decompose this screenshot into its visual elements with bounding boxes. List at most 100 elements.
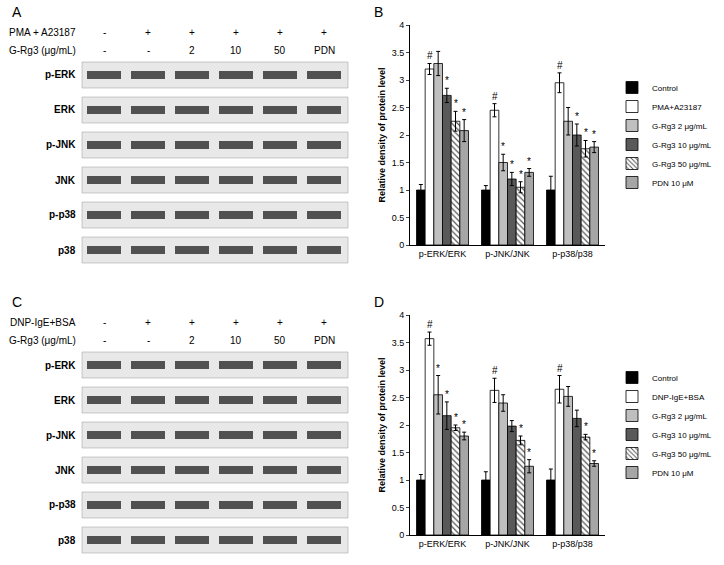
svg-text:+: + bbox=[189, 317, 195, 328]
svg-text:PDN: PDN bbox=[314, 335, 335, 346]
svg-text:G-Rg3 2 μg/mL: G-Rg3 2 μg/mL bbox=[652, 412, 707, 421]
svg-text:+: + bbox=[321, 317, 327, 328]
svg-text:+: + bbox=[145, 27, 151, 38]
svg-text:p-ERK: p-ERK bbox=[45, 69, 76, 80]
svg-text:-: - bbox=[103, 335, 106, 346]
svg-text:*: * bbox=[510, 159, 514, 170]
svg-text:+: + bbox=[277, 317, 283, 328]
svg-text:#: # bbox=[557, 60, 563, 71]
svg-text:p38: p38 bbox=[58, 535, 76, 546]
svg-text:2: 2 bbox=[399, 420, 404, 430]
svg-text:3: 3 bbox=[399, 75, 404, 85]
svg-text:-: - bbox=[103, 27, 106, 38]
svg-text:PMA+A23187: PMA+A23187 bbox=[652, 103, 702, 112]
svg-text:G-Rg3 10 μg/mL: G-Rg3 10 μg/mL bbox=[652, 141, 712, 150]
svg-text:3.5: 3.5 bbox=[392, 338, 405, 348]
svg-text:*: * bbox=[436, 363, 440, 374]
svg-text:A: A bbox=[12, 4, 22, 20]
svg-text:*: * bbox=[592, 448, 596, 459]
svg-text:#: # bbox=[557, 363, 563, 374]
svg-text:1.5: 1.5 bbox=[392, 448, 405, 458]
svg-text:*: * bbox=[462, 419, 466, 430]
svg-text:p-ERK/ERK: p-ERK/ERK bbox=[419, 249, 467, 259]
svg-text:*: * bbox=[584, 421, 588, 432]
svg-text:*: * bbox=[501, 141, 505, 152]
svg-text:*: * bbox=[527, 447, 531, 458]
svg-text:JNK: JNK bbox=[55, 175, 76, 186]
svg-text:p-ERK: p-ERK bbox=[45, 360, 76, 371]
svg-text:Relative density of protein le: Relative density of protein level bbox=[377, 357, 387, 492]
svg-text:JNK: JNK bbox=[55, 465, 76, 476]
svg-text:2: 2 bbox=[189, 335, 195, 346]
svg-text:Control: Control bbox=[652, 84, 678, 93]
svg-text:ERK: ERK bbox=[54, 395, 76, 406]
svg-text:2: 2 bbox=[399, 130, 404, 140]
svg-text:*: * bbox=[445, 75, 449, 86]
svg-text:B: B bbox=[374, 4, 383, 20]
svg-text:0.5: 0.5 bbox=[392, 503, 405, 513]
svg-text:3: 3 bbox=[399, 365, 404, 375]
svg-text:D: D bbox=[374, 294, 384, 310]
svg-text:-: - bbox=[103, 45, 106, 56]
svg-text:DNP-IgE+BSA: DNP-IgE+BSA bbox=[10, 317, 76, 328]
svg-text:G-Rg3 (μg/mL): G-Rg3 (μg/mL) bbox=[9, 45, 76, 56]
svg-text:1: 1 bbox=[399, 475, 404, 485]
svg-text:4: 4 bbox=[399, 20, 404, 30]
svg-text:50: 50 bbox=[274, 335, 286, 346]
svg-text:#: # bbox=[492, 365, 498, 376]
svg-text:-: - bbox=[147, 335, 150, 346]
svg-text:+: + bbox=[233, 27, 239, 38]
svg-text:10: 10 bbox=[230, 45, 242, 56]
svg-text:1: 1 bbox=[399, 185, 404, 195]
svg-text:G-Rg3 (μg/mL): G-Rg3 (μg/mL) bbox=[9, 335, 76, 346]
svg-text:2.5: 2.5 bbox=[392, 103, 405, 113]
svg-text:+: + bbox=[189, 27, 195, 38]
svg-text:10: 10 bbox=[230, 335, 242, 346]
svg-text:p-JNK/JNK: p-JNK/JNK bbox=[485, 249, 530, 259]
svg-text:*: * bbox=[592, 129, 596, 140]
svg-text:*: * bbox=[445, 389, 449, 400]
svg-text:2: 2 bbox=[189, 45, 195, 56]
svg-text:+: + bbox=[321, 27, 327, 38]
svg-text:#: # bbox=[427, 319, 433, 330]
svg-text:DNP-IgE+BSA: DNP-IgE+BSA bbox=[652, 393, 705, 402]
svg-text:p-JNK/JNK: p-JNK/JNK bbox=[485, 539, 530, 549]
svg-text:PMA + A23187: PMA + A23187 bbox=[9, 27, 76, 38]
svg-text:p-p38/p38: p-p38/p38 bbox=[552, 539, 593, 549]
svg-text:*: * bbox=[519, 423, 523, 434]
svg-text:0: 0 bbox=[399, 530, 404, 540]
svg-text:*: * bbox=[575, 111, 579, 122]
svg-text:Control: Control bbox=[652, 374, 678, 383]
svg-text:50: 50 bbox=[274, 45, 286, 56]
svg-text:p-JNK: p-JNK bbox=[46, 139, 76, 150]
svg-text:*: * bbox=[584, 127, 588, 138]
svg-text:*: * bbox=[454, 412, 458, 423]
svg-text:-: - bbox=[103, 317, 106, 328]
svg-text:Relative density of protein le: Relative density of protein level bbox=[377, 67, 387, 202]
svg-text:3.5: 3.5 bbox=[392, 48, 405, 58]
svg-text:PDN 10 μM: PDN 10 μM bbox=[652, 469, 694, 478]
svg-text:-: - bbox=[147, 45, 150, 56]
svg-text:+: + bbox=[145, 317, 151, 328]
svg-text:G-Rg3 50 μg/mL: G-Rg3 50 μg/mL bbox=[652, 450, 712, 459]
svg-text:p-p38/p38: p-p38/p38 bbox=[552, 249, 593, 259]
svg-text:p-ERK/ERK: p-ERK/ERK bbox=[419, 539, 467, 549]
svg-text:1.5: 1.5 bbox=[392, 158, 405, 168]
svg-text:p38: p38 bbox=[58, 245, 76, 256]
svg-text:*: * bbox=[527, 156, 531, 167]
svg-text:+: + bbox=[277, 27, 283, 38]
svg-text:C: C bbox=[12, 294, 22, 310]
svg-text:p-p38: p-p38 bbox=[49, 499, 76, 510]
svg-text:*: * bbox=[462, 107, 466, 118]
svg-text:2.5: 2.5 bbox=[392, 393, 405, 403]
svg-text:*: * bbox=[454, 98, 458, 109]
svg-text:PDN 10 μM: PDN 10 μM bbox=[652, 179, 694, 188]
svg-text:0: 0 bbox=[399, 240, 404, 250]
svg-text:G-Rg3 2 μg/mL: G-Rg3 2 μg/mL bbox=[652, 122, 707, 131]
svg-text:+: + bbox=[233, 317, 239, 328]
svg-text:PDN: PDN bbox=[314, 45, 335, 56]
svg-text:#: # bbox=[492, 91, 498, 102]
svg-text:p-JNK: p-JNK bbox=[46, 430, 76, 441]
svg-text:G-Rg3 10 μg/mL: G-Rg3 10 μg/mL bbox=[652, 431, 712, 440]
svg-text:*: * bbox=[519, 169, 523, 180]
